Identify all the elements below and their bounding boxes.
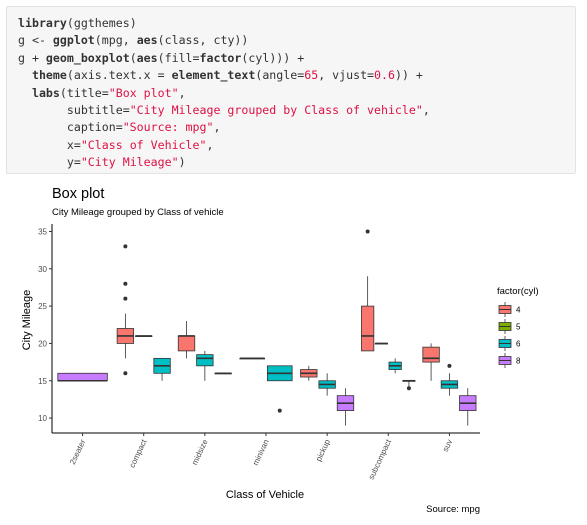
code-line: x="Class of Vehicle",: [18, 137, 575, 154]
code-token: , vjust=: [318, 68, 374, 82]
code-token: caption=: [18, 120, 123, 134]
box-cyl-8: [58, 373, 108, 380]
code-token: g +: [18, 51, 46, 65]
plot-marks: [58, 229, 476, 425]
code-token: (cyl))) +: [241, 51, 304, 65]
legend-label: 5: [516, 323, 521, 332]
y-tick-label: 15: [38, 377, 47, 386]
x-tick-label: compact: [128, 437, 149, 469]
y-tick-label: 10: [38, 414, 47, 423]
code-token: ,: [423, 103, 430, 117]
y-tick-label: 20: [38, 339, 47, 348]
code-line: theme(axis.text.x = element_text(angle=6…: [18, 67, 575, 84]
code-token: (fill=: [158, 51, 200, 65]
legend-label: 4: [516, 306, 521, 315]
outlier-point: [278, 409, 282, 413]
code-line: subtitle="City Mileage grouped by Class …: [18, 102, 575, 119]
code-token: labs: [32, 86, 60, 100]
code-token: factor: [200, 51, 242, 65]
y-axis-label: City Mileage: [21, 290, 33, 351]
code-token: 65: [304, 68, 318, 82]
code-token: ,: [179, 86, 186, 100]
box-cyl-4: [178, 336, 195, 351]
code-token: geom_boxplot: [46, 51, 130, 65]
outlier-point: [447, 364, 451, 368]
code-line: g <- ggplot(mpg, aes(class, cty)): [18, 32, 575, 49]
code-token: [18, 86, 32, 100]
outlier-point: [123, 297, 127, 301]
code-token: library: [18, 16, 67, 30]
x-tick-label: suv: [441, 438, 454, 453]
code-token: (ggthemes): [67, 16, 137, 30]
code-line: y="City Mileage"): [18, 154, 575, 171]
code-token: ,: [206, 138, 213, 152]
code-token: ): [179, 155, 186, 169]
code-token: x=: [18, 138, 81, 152]
code-token: (class, cty)): [158, 33, 249, 47]
boxplot-chart: Box plot City Mileage grouped by Class o…: [0, 178, 587, 525]
code-token: aes: [137, 33, 158, 47]
code-line: g + geom_boxplot(aes(fill=factor(cyl))) …: [18, 50, 575, 67]
code-block: library(ggthemes) g <- ggplot(mpg, aes(cl…: [6, 6, 576, 174]
legend: factor(cyl) 4 5 6 8: [497, 286, 539, 368]
x-axis-label: Class of Vehicle: [226, 489, 304, 501]
code-token: (: [130, 51, 137, 65]
legend-label: 6: [516, 340, 521, 349]
y-tick-label: 30: [38, 265, 47, 274]
x-tick-label: minivan: [251, 438, 271, 467]
code-token: (mpg,: [95, 33, 137, 47]
code-token: "Source: mpg": [123, 120, 214, 134]
x-tick-label: midsize: [190, 438, 210, 467]
code-token: 0.6: [374, 68, 395, 82]
y-tick-label: 25: [38, 302, 47, 311]
code-token: subtitle=: [18, 103, 130, 117]
code-token: (axis.text.x =: [67, 68, 172, 82]
chart-subtitle: City Mileage grouped by Class of vehicle: [52, 207, 224, 218]
code-token: "City Mileage grouped by Class of vehicl…: [130, 103, 423, 117]
y-tick-label: 35: [38, 227, 47, 236]
outlier-point: [366, 229, 370, 233]
code-token: y=: [18, 155, 81, 169]
axes: 10 15 20 25 30 35 2seater compact midsize minivan…: [38, 224, 480, 481]
code-token: ,: [213, 120, 220, 134]
x-tick-label: subcompact: [367, 437, 394, 481]
code-token: aes: [137, 51, 158, 65]
outlier-point: [123, 371, 127, 375]
code-token: (title=: [60, 86, 109, 100]
code-token: g <-: [18, 33, 53, 47]
legend-title: factor(cyl): [497, 286, 539, 297]
outlier-point: [407, 386, 411, 390]
outlier-point: [123, 244, 127, 248]
code-token: "City Mileage": [81, 155, 179, 169]
outlier-point: [123, 282, 127, 286]
code-token: (angle=: [255, 68, 304, 82]
box-cyl-4: [423, 347, 440, 362]
code-token: "Class of Vehicle": [81, 138, 207, 152]
chart-caption: Source: mpg: [426, 504, 480, 515]
code-token: "Box plot": [109, 86, 179, 100]
legend-label: 8: [516, 357, 521, 366]
code-line: caption="Source: mpg",: [18, 119, 575, 136]
code-token: ggplot: [53, 33, 95, 47]
code-token: [18, 68, 32, 82]
code-line: labs(title="Box plot",: [18, 85, 575, 102]
box-cyl-4: [361, 306, 373, 351]
x-tick-label: pickup: [314, 438, 332, 463]
code-token: element_text: [172, 68, 256, 82]
x-tick-label: 2seater: [68, 438, 88, 466]
box-cyl-6: [197, 355, 214, 366]
code-line: library(ggthemes): [18, 15, 575, 32]
chart-title: Box plot: [52, 186, 104, 202]
code-token: )) +: [395, 68, 423, 82]
code-token: theme: [32, 68, 67, 82]
